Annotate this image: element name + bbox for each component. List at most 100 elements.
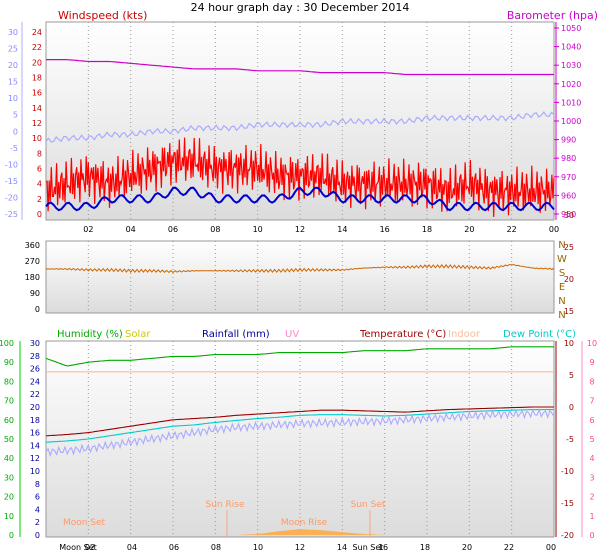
hour-tick: 08 [211,543,221,552]
compass-tick: W [557,254,567,265]
rainfall-tick: 26 [30,365,40,374]
windspeed-tick: 20 [32,58,42,67]
hour-tick: Sun Set [353,543,384,552]
barometer-tick: 1010 [561,98,581,107]
temperature-tick: -20 [561,531,574,540]
barometer-tick: 1000 [561,117,581,126]
temperature-tick: -10 [561,467,574,476]
uv-tick: 1 [589,512,594,521]
hour-tick: 18 [422,225,432,234]
windspeed-tick: 24 [32,28,42,37]
hour-tick: Moon Set [59,543,96,552]
legend-item: Temperature (°C) [359,329,446,340]
uv-tick: 3 [589,473,594,482]
series-line-unnamed-series [45,408,555,458]
solar-area [46,529,554,535]
series-line-barometer-hpa- [46,58,554,76]
outer-left-tick: -25 [5,210,18,219]
windspeed-tick: 4 [37,180,42,189]
legend-item: UV [285,329,299,340]
annotation-label: Moon Set [63,518,106,528]
rainfall-tick: 16 [30,429,40,438]
hour-tick: 08 [210,225,220,234]
rainfall-tick: 22 [30,390,40,399]
humidity-tick: 30 [4,473,14,482]
annotation-label: Sun Rise [206,500,245,510]
rainfall-tick: 12 [30,454,40,463]
humidity-tick: 70 [4,397,14,406]
panel3-grid [87,341,513,537]
panel3-annotations: Moon Set Sun Rise Sun Set Moon Rise [63,500,386,537]
panel3-legend: Humidity (%) Solar Rainfall (mm) UV Temperat… [57,329,576,340]
hour-tick: 12 [295,225,305,234]
direction-tick: 180 [25,273,40,282]
outer-left-tick: -10 [5,160,18,169]
rainfall-tick: 10 [30,467,40,476]
outer-left-tick: 15 [8,78,18,87]
barometer-tick: 1020 [561,80,581,89]
outer-left-tick: 10 [8,94,18,103]
uv-tick: 6 [589,416,594,425]
annotation-label: Sun Set [351,500,386,510]
windspeed-tick: 22 [32,43,42,52]
barometer-tick: 990 [561,136,576,145]
hour-tick: 14 [337,543,347,552]
outer-left-tick: 30 [8,28,18,37]
barometer-tick: 970 [561,173,576,182]
hour-tick: 04 [127,543,137,552]
uv-tick: 2 [589,493,594,502]
uv-tick: 9 [589,358,594,367]
outer-left-tick: 5 [13,111,18,120]
panel-temp-humidity: Humidity (%) Solar Rainfall (mm) UV Temperat… [0,211,597,552]
windspeed-tick: 2 [37,195,42,204]
rainfall-tick: 6 [35,493,40,502]
temperature-tick: 5 [569,371,574,380]
panel1-series [45,58,555,217]
windspeed-tick: 12 [32,119,42,128]
uv-tick: 10 [587,339,597,348]
annotation-label: Moon Rise [281,518,328,528]
rainfall-tick: 2 [35,518,40,527]
outer-left-tick: -5 [10,144,18,153]
humidity-tick: 40 [4,454,14,463]
series-line-unnamed-series [45,111,555,143]
direction-tick: 90 [30,289,40,298]
outer-left-tick: 20 [8,61,18,70]
hour-tick: 14 [337,225,347,234]
panel1-hour-ticks: 02 04 06 08 10 12 14 16 18 20 22 00 [83,225,559,234]
hour-tick: 20 [464,225,474,234]
hour-tick: 18 [420,543,430,552]
rainfall-tick: 4 [35,505,40,514]
humidity-tick: 10 [4,512,14,521]
hour-tick: 00 [549,225,559,234]
legend-item: Humidity (%) [57,329,123,340]
legend-item: Dew Point (°C) [503,329,576,340]
series-line-windspeed-kts- [45,137,555,217]
rainfall-tick: 28 [30,352,40,361]
temperature-tick: 15 [564,307,574,316]
humidity-tick: 20 [4,493,14,502]
barometer-tick: 1050 [561,24,581,33]
barometer-tick: 1040 [561,43,581,52]
wind-direction-line [45,263,555,274]
temperature-tick: 30 [564,211,574,220]
uv-tick: 5 [589,435,594,444]
humidity-tick: 0 [9,531,14,540]
compass-tick: N [558,310,565,321]
hour-tick: 22 [507,225,517,234]
rainfall-tick: 14 [30,441,40,450]
temperature-tick: 10 [564,339,574,348]
uv-tick: 7 [589,397,594,406]
panel2-grid [87,241,513,313]
rainfall-tick: 24 [30,377,40,386]
humidity-tick: 90 [4,358,14,367]
rainfall-tick: 0 [35,531,40,540]
barometer-tick: 980 [561,154,576,163]
hour-tick: 16 [378,543,388,552]
barometer-tick: 1030 [561,61,581,70]
